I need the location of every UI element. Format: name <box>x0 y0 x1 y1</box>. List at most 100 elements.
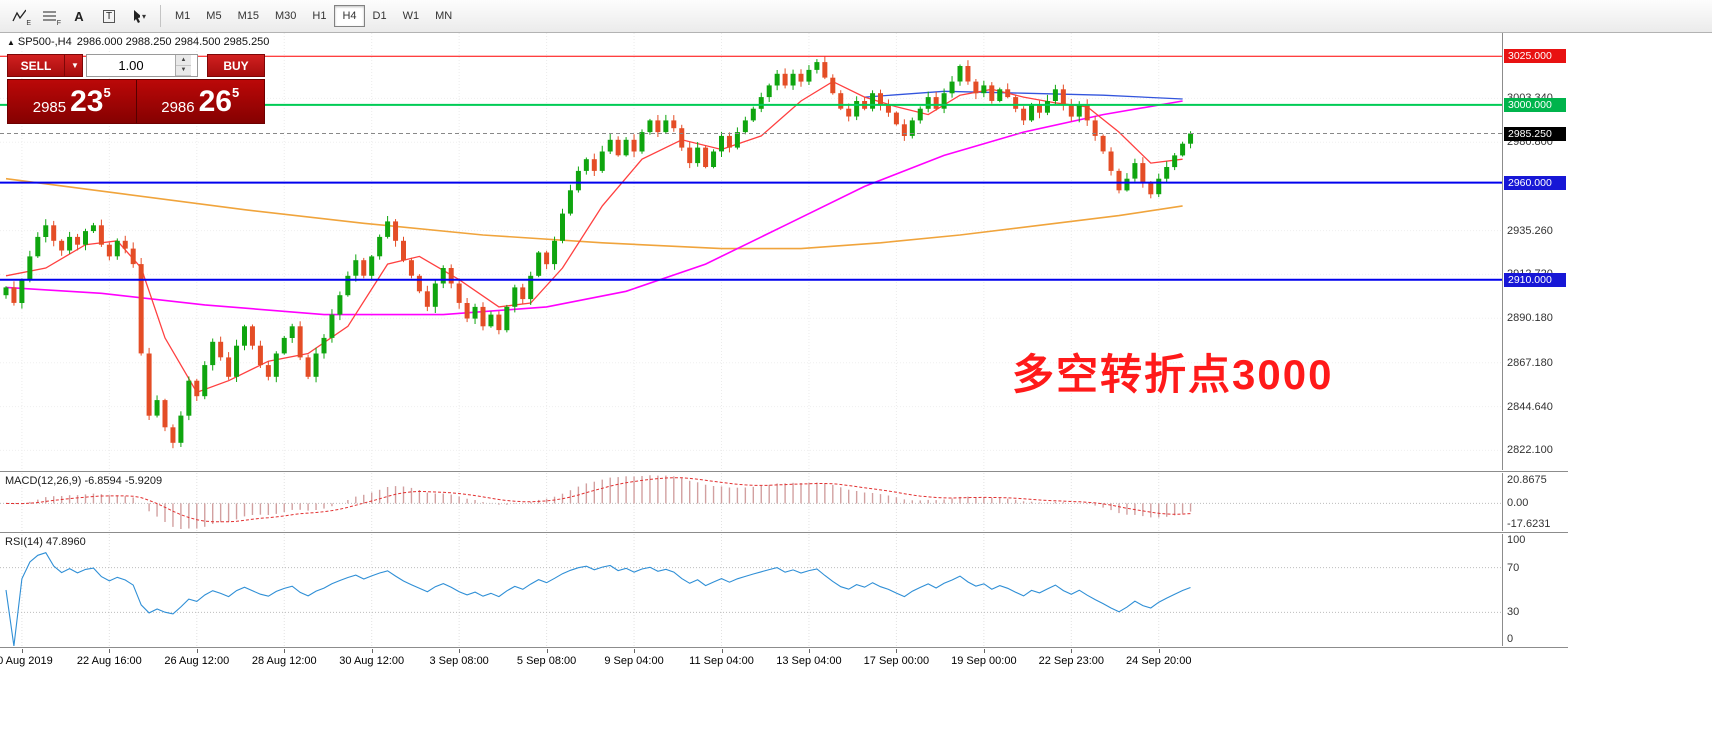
time-axis-tick <box>634 649 636 653</box>
timeframe-button-m30[interactable]: M30 <box>267 5 304 27</box>
timeframe-button-m5[interactable]: M5 <box>198 5 229 27</box>
time-axis-label: 11 Sep 04:00 <box>689 655 754 667</box>
time-axis[interactable]: 20 Aug 2019 22 Aug 16:00 26 Aug 12:00 28 Au… <box>0 649 1568 673</box>
collapse-caret-icon: ▲ <box>7 38 15 47</box>
price-level-badge: 2910.000 <box>1504 273 1566 287</box>
draw-tools-icon[interactable]: ▾ <box>125 4 153 28</box>
chart-symbol-label: SP500-,H4 <box>17 36 72 48</box>
bid-pip-digits: 23 <box>70 85 104 118</box>
order-controls-row: SELL ▼ ▲ ▼ BUY <box>7 54 265 77</box>
time-axis-tick <box>896 649 898 653</box>
time-axis-label: 22 Sep 23:00 <box>1038 655 1105 667</box>
time-axis-label: 24 Sep 20:00 <box>1126 655 1192 667</box>
volume-input[interactable] <box>87 55 175 76</box>
time-axis-label: 19 Sep 00:00 <box>951 655 1017 667</box>
price-level-badge: 3000.000 <box>1504 98 1566 112</box>
panel-separator[interactable] <box>0 471 1568 472</box>
bid-main-digits: 2985 <box>32 99 67 116</box>
time-axis-tick <box>21 649 23 653</box>
chart-list-icon[interactable]: F <box>35 4 63 28</box>
rsi-chart[interactable] <box>0 534 1502 646</box>
panel-separator[interactable] <box>0 532 1568 533</box>
sell-options-dropdown[interactable]: ▼ <box>65 54 83 77</box>
time-axis-tick <box>1071 649 1073 653</box>
price-scale-label: 2822.100 <box>1507 444 1553 456</box>
timeframe-button-mn[interactable]: MN <box>427 5 460 27</box>
price-level-badge: 3025.000 <box>1504 49 1566 63</box>
time-axis-tick <box>371 649 373 653</box>
timeframe-button-w1[interactable]: W1 <box>395 5 428 27</box>
time-axis-tick <box>1158 649 1160 653</box>
time-axis-label: 30 Aug 12:00 <box>339 655 405 667</box>
chart-ohlc-values: 2986.000 2988.250 2984.500 2985.250 <box>76 36 270 48</box>
volume-field: ▲ ▼ <box>86 54 198 77</box>
time-axis-label: 17 Sep 00:00 <box>863 655 930 667</box>
price-scale-label: 2867.180 <box>1507 357 1553 369</box>
macd-chart[interactable] <box>0 473 1502 531</box>
rsi-scale-label: 30 <box>1507 606 1520 618</box>
time-axis-label: 20 Aug 2019 <box>0 655 53 667</box>
time-axis-label: 3 Sep 08:00 <box>429 655 489 667</box>
macd-scale-label: -17.6231 <box>1507 518 1551 530</box>
volume-decrease-button[interactable]: ▼ <box>176 65 191 76</box>
time-axis-tick <box>284 649 286 653</box>
bid-price[interactable]: 2985 23 5 <box>8 80 137 123</box>
timeframe-button-m15[interactable]: M15 <box>230 5 267 27</box>
time-axis-label: 26 Aug 12:00 <box>164 655 230 667</box>
rsi-scale[interactable]: 100 70 30 0 <box>1502 534 1568 646</box>
rsi-scale-label: 70 <box>1507 562 1520 574</box>
price-scale[interactable]: 3003.3402980.8002935.2602912.7202890.180… <box>1502 33 1568 470</box>
ask-pip-digits: 26 <box>198 85 232 118</box>
time-axis-tick <box>459 649 461 653</box>
timeframe-button-h1[interactable]: H1 <box>304 5 334 27</box>
time-axis-label: 22 Aug 16:00 <box>76 655 142 667</box>
chart-annotation-text: 多空转折点3000 <box>1012 351 1334 398</box>
tool-icon-group: E F A T ▾ <box>4 4 154 28</box>
chart-header: ▲ SP500-,H4 2986.000 2988.250 2984.500 298… <box>7 36 274 48</box>
rsi-scale-label: 0 <box>1507 633 1514 645</box>
text-box-icon[interactable]: T <box>95 4 123 28</box>
ask-fraction-digit: 5 <box>232 85 240 100</box>
time-axis-label: 9 Sep 04:00 <box>604 655 664 667</box>
timeframe-button-m1[interactable]: M1 <box>167 5 198 27</box>
time-axis-label: 13 Sep 04:00 <box>776 655 842 667</box>
current-price-badge: 2985.250 <box>1504 127 1566 141</box>
top-toolbar: E F A T ▾ M1 M5 M15 M30 H1 H4 D1 W1 MN <box>0 0 1712 33</box>
macd-scale-label: 20.8675 <box>1507 474 1547 486</box>
time-axis-tick <box>808 649 810 653</box>
price-level-badge: 2960.000 <box>1504 176 1566 190</box>
time-axis-tick <box>546 649 548 653</box>
text-label-icon[interactable]: A <box>65 4 93 28</box>
chart-workspace: 3003.3402980.8002935.2602912.7202890.180… <box>0 33 1712 729</box>
panel-separator <box>0 647 1568 648</box>
volume-increase-button[interactable]: ▲ <box>176 55 191 66</box>
volume-spinner: ▲ ▼ <box>175 55 191 76</box>
bid-ask-display: 2985 23 5 2986 26 5 <box>7 79 265 124</box>
price-scale-label: 2935.260 <box>1507 225 1553 237</box>
ask-main-digits: 2986 <box>161 99 195 116</box>
macd-scale-label: 0.00 <box>1507 497 1529 509</box>
price-scale-label: 2890.180 <box>1507 312 1553 324</box>
timeframe-group: M1 M5 M15 M30 H1 H4 D1 W1 MN <box>167 5 460 27</box>
time-axis-label: 28 Aug 12:00 <box>251 655 317 667</box>
macd-scale[interactable]: 20.8675 0.00 -17.6231 <box>1502 473 1568 531</box>
time-axis-tick <box>109 649 111 653</box>
ask-price[interactable]: 2986 26 5 <box>136 80 264 123</box>
sell-button[interactable]: SELL <box>7 54 65 77</box>
price-scale-label: 2844.640 <box>1507 401 1553 413</box>
main-chart[interactable] <box>0 33 1502 470</box>
time-axis-label: 5 Sep 08:00 <box>516 655 577 667</box>
time-axis-tick <box>721 649 723 653</box>
buy-button[interactable]: BUY <box>207 54 265 77</box>
bid-fraction-digit: 5 <box>103 85 111 100</box>
rsi-scale-label: 100 <box>1507 534 1526 546</box>
time-axis-tick <box>983 649 985 653</box>
timeframe-button-h4[interactable]: H4 <box>334 5 365 27</box>
timeframe-button-d1[interactable]: D1 <box>365 5 395 27</box>
rsi-label: RSI(14) 47.8960 <box>5 536 86 548</box>
macd-label: MACD(12,26,9) -6.8594 -5.9209 <box>5 475 163 487</box>
time-axis-tick <box>196 649 198 653</box>
chart-mode-icon[interactable]: E <box>5 4 33 28</box>
